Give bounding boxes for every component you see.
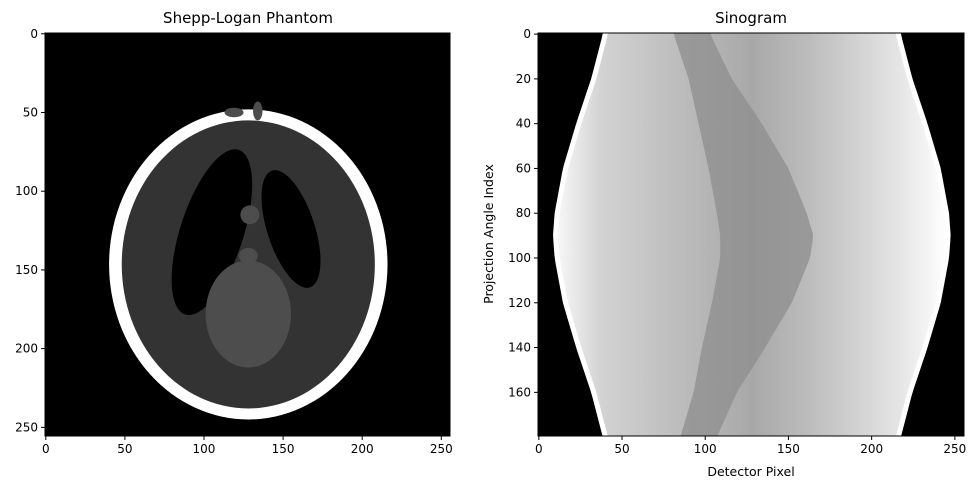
sinogram-axes-frame <box>537 32 965 437</box>
sinogram-xtick-label: 50 <box>614 442 629 456</box>
sinogram-left-edge <box>553 33 608 436</box>
sinogram-xtick-label: 200 <box>860 442 883 456</box>
sinogram-ytick-label: 80 <box>516 206 531 220</box>
sinogram-ticks: 0 50 100 150 200 250 0 20 40 60 80 100 120 140 160 <box>508 27 966 456</box>
phantom-xtick-label: 0 <box>42 442 50 456</box>
sinogram-right-edge <box>895 33 951 436</box>
phantom-axes-frame <box>44 32 451 437</box>
phantom-xtick-label: 250 <box>430 442 453 456</box>
sinogram-ytick-label: 120 <box>508 296 531 310</box>
sinogram-xtick-label: 100 <box>694 442 717 456</box>
phantom-ytick-label: 0 <box>30 27 38 41</box>
sinogram-ytick-label: 0 <box>523 27 531 41</box>
ellipse-small-upper <box>240 205 260 225</box>
phantom-xtick-label: 100 <box>193 442 216 456</box>
ellipse-central-mass <box>205 260 292 368</box>
phantom-ytick-label: 100 <box>15 184 38 198</box>
phantom-ytick-label: 250 <box>15 420 38 434</box>
phantom-title: Shepp-Logan Phantom <box>163 9 333 27</box>
sinogram-ytick-label: 160 <box>508 385 531 399</box>
sinogram-ytick-label: 60 <box>516 161 531 175</box>
ellipse-dot-right <box>253 101 263 121</box>
sinogram-xlabel: Detector Pixel <box>707 464 794 479</box>
sinogram-ytick-label: 40 <box>516 117 531 131</box>
phantom-xtick-label: 150 <box>272 442 295 456</box>
ellipse-right-ventricle <box>261 170 321 288</box>
phantom-xtick-label: 200 <box>351 442 374 456</box>
sinogram-ytick-label: 100 <box>508 251 531 265</box>
phantom-ytick-label: 50 <box>23 105 38 119</box>
sinogram-image <box>538 33 964 436</box>
sinogram-dark-band <box>673 33 814 436</box>
sinogram-ytick-label: 20 <box>516 72 531 86</box>
sinogram-ylabel: Projection Angle Index <box>481 164 496 304</box>
phantom-ytick-label: 150 <box>15 263 38 277</box>
ellipse-dot-left <box>224 107 244 118</box>
phantom-ticks: 0 50 100 150 200 250 0 50 100 150 200 250 <box>15 27 453 456</box>
sinogram-xtick-label: 150 <box>777 442 800 456</box>
sinogram-title: Sinogram <box>715 9 787 27</box>
ellipse-left-ventricle <box>171 149 253 316</box>
phantom-ytick-label: 200 <box>15 342 38 356</box>
phantom-xtick-label: 50 <box>117 442 132 456</box>
phantom-image <box>45 33 450 436</box>
sinogram-ytick-label: 140 <box>508 341 531 355</box>
sinogram-xtick-label: 250 <box>943 442 966 456</box>
ellipse-small-middle <box>238 247 258 264</box>
sinogram-xtick-label: 0 <box>535 442 543 456</box>
